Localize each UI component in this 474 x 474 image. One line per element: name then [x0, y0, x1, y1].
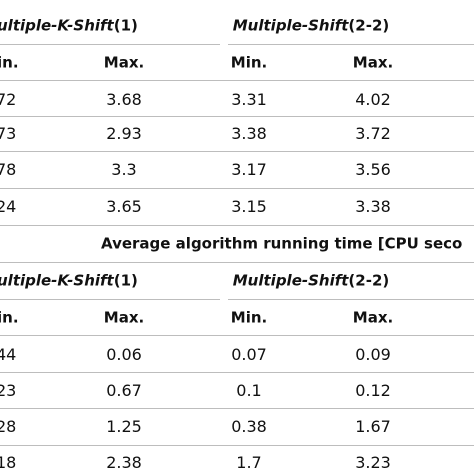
group-header-multiple-shift-2-2: Multiple-Shift(2-2)	[232, 16, 390, 35]
cell-min: 23	[0, 381, 17, 400]
cell-min: 78	[0, 160, 17, 179]
group-suffix: (1)	[113, 16, 138, 35]
row-divider	[0, 188, 474, 189]
cell-max: 3.23	[355, 453, 391, 472]
col-header-min: in.	[0, 308, 19, 327]
section-title-running-time: Average algorithm running time [CPU seco	[101, 234, 463, 253]
row-divider	[0, 408, 474, 409]
cell-min: 73	[0, 124, 17, 143]
cell-min: 44	[0, 345, 17, 364]
group-suffix: (2-2)	[348, 16, 390, 35]
cell-max: 3.72	[355, 124, 391, 143]
rule-under-group-1	[0, 44, 220, 45]
rule-under-group-2	[228, 299, 474, 300]
cell-max: 3.38	[355, 197, 391, 216]
cell-max: 0.67	[106, 381, 142, 400]
cell-max: 4.02	[355, 90, 391, 109]
cell-min: 0.1	[236, 381, 262, 400]
cell-min: 28	[0, 417, 17, 436]
cell-min: 72	[0, 90, 17, 109]
cell-max: 0.06	[106, 345, 142, 364]
cell-min: 3.17	[231, 160, 267, 179]
col-header-max: Max.	[352, 308, 394, 327]
col-header-min: in.	[0, 53, 19, 72]
cell-max: 0.12	[355, 381, 391, 400]
cell-max: 1.67	[355, 417, 391, 436]
cell-max: 2.38	[106, 453, 142, 472]
cell-max: 1.25	[106, 417, 142, 436]
row-divider	[0, 445, 474, 446]
cell-min: 24	[0, 197, 17, 216]
row-divider	[0, 372, 474, 373]
col-header-max: Max.	[352, 53, 394, 72]
rule-under-headers	[0, 335, 474, 336]
cell-min: 0.07	[231, 345, 267, 364]
rule-under-section-title	[0, 262, 474, 263]
group-suffix: (1)	[113, 271, 138, 290]
group-header-multiple-shift-2-2: Multiple-Shift(2-2)	[232, 271, 390, 290]
cell-max: 3.3	[111, 160, 137, 179]
cell-max: 2.93	[106, 124, 142, 143]
row-divider	[0, 116, 474, 117]
rule-under-headers	[0, 80, 474, 81]
cell-min: 3.15	[231, 197, 267, 216]
cell-max: 3.68	[106, 90, 142, 109]
section-divider	[0, 225, 474, 226]
col-header-min: Min.	[230, 308, 268, 327]
rule-under-group-1	[0, 299, 220, 300]
cell-min: 3.38	[231, 124, 267, 143]
cell-min: 18	[0, 453, 17, 472]
cell-max: 3.56	[355, 160, 391, 179]
group-name: Multiple-Shift	[232, 16, 349, 35]
group-name: ultiple-K-Shift	[0, 16, 114, 35]
group-suffix: (2-2)	[348, 271, 390, 290]
group-name: ultiple-K-Shift	[0, 271, 114, 290]
cell-max: 0.09	[355, 345, 391, 364]
group-name: Multiple-Shift	[232, 271, 349, 290]
cell-max: 3.65	[106, 197, 142, 216]
cell-min: 0.38	[231, 417, 267, 436]
col-header-min: Min.	[230, 53, 268, 72]
group-header-multiple-k-shift-1: ultiple-K-Shift(1)	[0, 16, 138, 35]
group-header-multiple-k-shift-1: ultiple-K-Shift(1)	[0, 271, 138, 290]
cell-min: 1.7	[236, 453, 262, 472]
cell-min: 3.31	[231, 90, 267, 109]
rule-under-group-2	[228, 44, 474, 45]
col-header-max: Max.	[103, 53, 145, 72]
row-divider	[0, 151, 474, 152]
col-header-max: Max.	[103, 308, 145, 327]
